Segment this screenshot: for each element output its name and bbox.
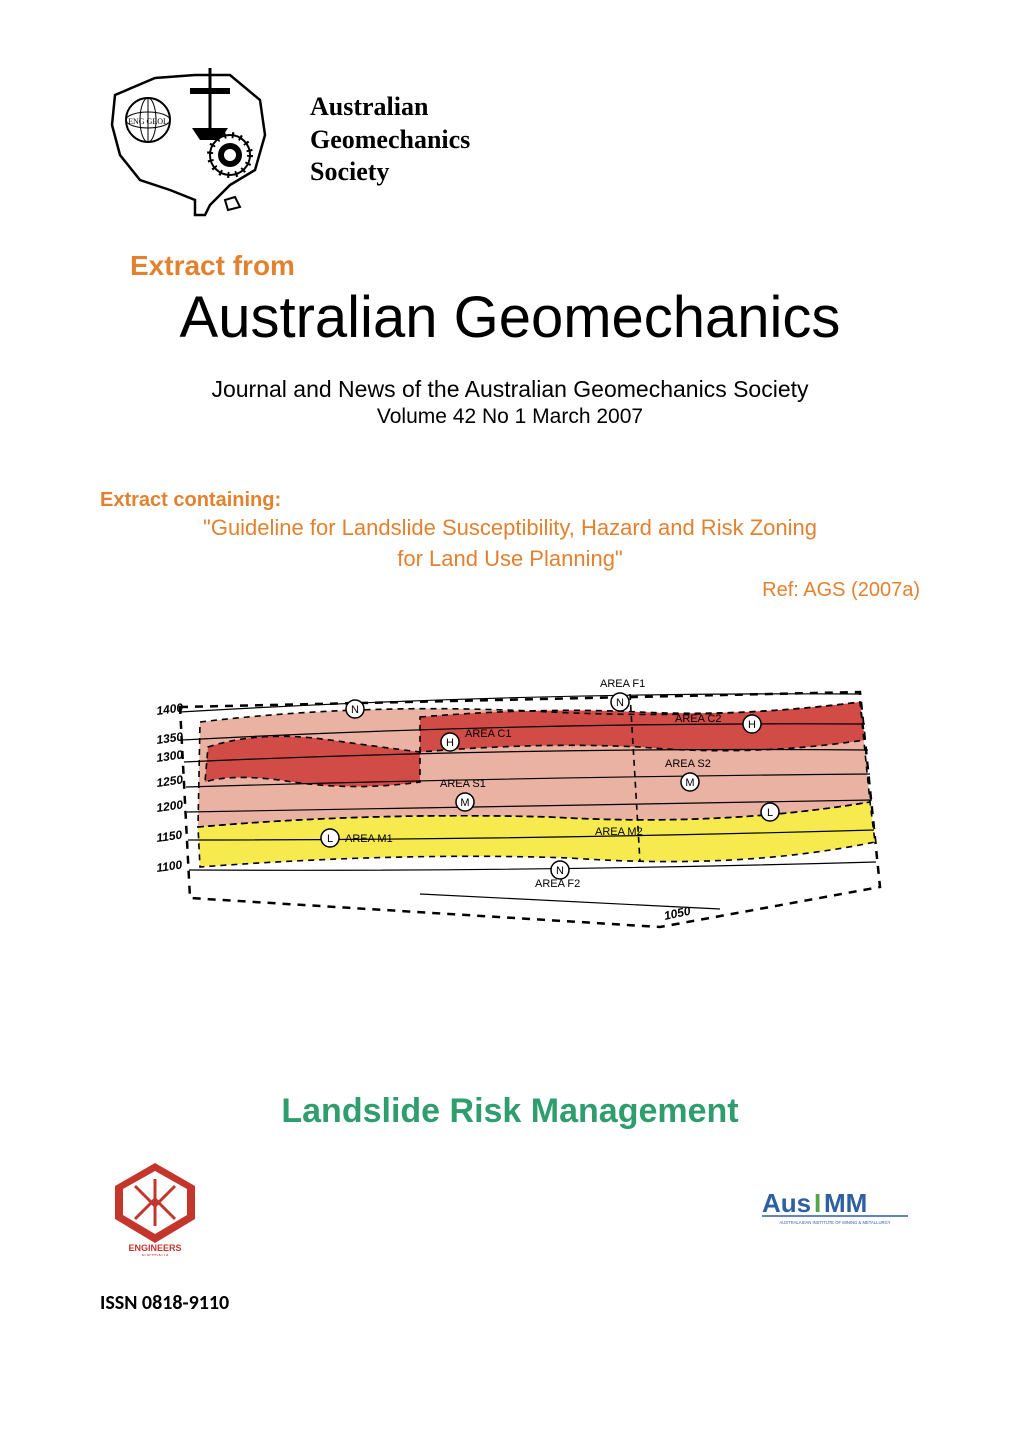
logo-text: Australian Geomechanics Society — [310, 91, 470, 189]
svg-text:M: M — [460, 797, 469, 809]
footer-logos: ENGINEERS AUSTRALIA Aus I MM AUSTRALASIA… — [100, 1161, 920, 1261]
engineers-australia-logo: ENGINEERS AUSTRALIA — [110, 1161, 200, 1261]
logo-line-2: Geomechanics — [310, 124, 470, 157]
main-title: Australian Geomechanics — [100, 284, 920, 351]
svg-text:AREA C1: AREA C1 — [465, 728, 511, 740]
svg-text:1250: 1250 — [155, 773, 184, 791]
ausimm-logo: Aus I MM AUSTRALASIAN INSTITUTE OF MININ… — [760, 1186, 910, 1236]
svg-text:H: H — [748, 719, 756, 731]
svg-text:M: M — [685, 777, 694, 789]
svg-text:1400: 1400 — [155, 701, 184, 719]
svg-text:AREA F2: AREA F2 — [535, 878, 580, 890]
svg-text:H: H — [446, 737, 454, 749]
reference-label: Ref: AGS (2007a) — [100, 579, 920, 602]
svg-text:AREA M2: AREA M2 — [595, 826, 643, 838]
svg-text:N: N — [556, 865, 564, 877]
svg-text:L: L — [767, 807, 773, 819]
journal-subtitle: Journal and News of the Australian Geome… — [100, 376, 920, 403]
guideline-line-1: "Guideline for Landslide Susceptibility,… — [100, 514, 920, 543]
svg-text:I: I — [814, 1188, 821, 1218]
svg-text:1200: 1200 — [155, 798, 184, 816]
svg-text:1150: 1150 — [155, 828, 183, 846]
svg-text:AREA S2: AREA S2 — [665, 758, 711, 770]
svg-text:AREA M1: AREA M1 — [345, 833, 393, 845]
logo-line-1: Australian — [310, 91, 470, 124]
volume-label: Volume 42 No 1 March 2007 — [100, 405, 920, 429]
svg-text:AREA C2: AREA C2 — [675, 713, 721, 725]
svg-text:AREA S1: AREA S1 — [440, 778, 486, 790]
svg-text:N: N — [616, 697, 624, 709]
svg-text:AUSTRALIA: AUSTRALIA — [141, 1254, 169, 1256]
svg-text:AUSTRALASIAN INSTITUTE OF MINI: AUSTRALASIAN INSTITUTE OF MINING & METAL… — [779, 1220, 890, 1225]
svg-text:1300: 1300 — [155, 748, 184, 766]
svg-text:Aus: Aus — [762, 1188, 811, 1218]
logo-line-3: Society — [310, 156, 470, 189]
document-page: ENG GEOL Australian Geomechanics Society… — [0, 0, 1020, 1442]
landslide-map: 1400 1350 1300 1250 1200 1150 1100 1050 … — [100, 662, 920, 962]
svg-text:ENG GEOL: ENG GEOL — [128, 117, 168, 126]
svg-text:1100: 1100 — [155, 858, 183, 876]
svg-text:AREA F1: AREA F1 — [600, 678, 645, 690]
extract-containing-label: Extract containing: — [100, 489, 920, 512]
svg-text:L: L — [327, 833, 333, 845]
svg-text:N: N — [351, 704, 359, 716]
svg-text:ENGINEERS: ENGINEERS — [128, 1243, 181, 1253]
lrm-title: Landslide Risk Management — [100, 1092, 920, 1131]
issn-label: ISSN 0818-9110 — [100, 1291, 920, 1315]
extract-from-label: Extract from — [130, 250, 920, 282]
svg-text:MM: MM — [824, 1188, 867, 1218]
guideline-line-2: for Land Use Planning" — [100, 545, 920, 574]
svg-text:1350: 1350 — [155, 730, 184, 748]
header-row: ENG GEOL Australian Geomechanics Society — [100, 60, 920, 220]
ags-logo: ENG GEOL — [100, 60, 280, 220]
